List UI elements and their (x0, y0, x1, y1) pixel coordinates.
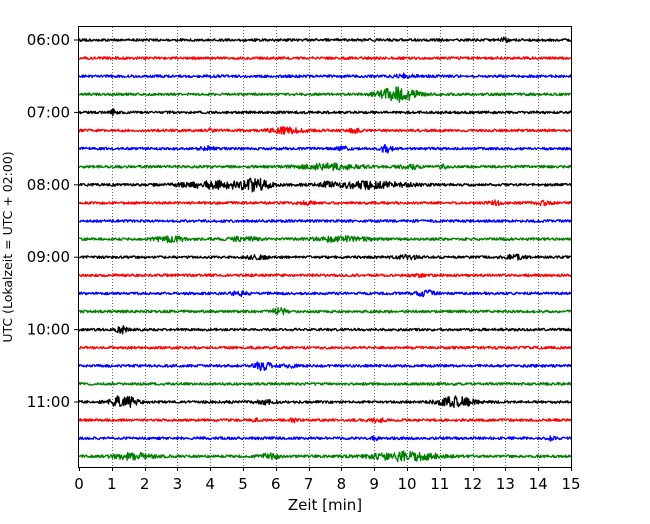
trace-row (78, 345, 572, 350)
y-axis-label: UTC (Lokalzeit = UTC + 02:00) (0, 151, 15, 342)
x-tick-label: 8 (337, 475, 347, 493)
x-axis-ticks: 0 1 2 3 4 5 6 7 8 9 10 11 12 13 14 15 (74, 467, 581, 493)
x-tick-label: 10 (397, 475, 416, 493)
trace-row (78, 177, 572, 193)
trace-row (78, 306, 572, 316)
trace-row (78, 234, 572, 244)
x-tick-label: 15 (561, 475, 580, 493)
y-tick-label: 07:00 (27, 103, 70, 121)
seismogram-traces (78, 36, 572, 463)
trace-row (78, 219, 572, 223)
y-tick-label: 10:00 (27, 321, 70, 339)
x-tick-label: 12 (463, 475, 482, 493)
trace-row (78, 325, 572, 335)
trace-row (78, 272, 572, 279)
y-tick-label: 09:00 (27, 248, 70, 266)
x-tick-label: 6 (271, 475, 281, 493)
trace-row (78, 381, 572, 386)
axes-frame (78, 26, 572, 468)
trace-row (78, 289, 572, 298)
trace-row (78, 36, 572, 43)
y-tick-label: 06:00 (27, 31, 70, 49)
y-tick-label: 08:00 (27, 176, 70, 194)
x-tick-label: 11 (430, 475, 449, 493)
trace-row (78, 72, 572, 79)
x-tick-label: 4 (205, 475, 215, 493)
x-tick-label: 0 (74, 475, 84, 493)
x-tick-label: 3 (173, 475, 183, 493)
trace-row (78, 144, 572, 154)
trace-row (78, 253, 572, 261)
trace-row (78, 56, 572, 61)
gridlines (112, 27, 539, 467)
x-tick-label: 14 (529, 475, 548, 493)
trace-row (78, 86, 572, 103)
trace-row (78, 126, 572, 135)
trace-row (78, 395, 572, 409)
trace-row (78, 199, 572, 207)
trace-row (78, 108, 572, 117)
x-tick-label: 13 (496, 475, 515, 493)
x-tick-label: 1 (107, 475, 117, 493)
y-tick-label: 11:00 (27, 393, 70, 411)
x-tick-label: 5 (238, 475, 248, 493)
trace-row (78, 435, 572, 442)
y-axis-ticks: 06:00 07:00 08:00 09:00 10:00 11:00 (27, 31, 78, 411)
trace-row (78, 417, 572, 424)
trace-row (78, 450, 572, 463)
trace-row (78, 162, 572, 172)
x-tick-label: 9 (369, 475, 379, 493)
x-tick-label: 7 (304, 475, 314, 493)
x-axis-label: Zeit [min] (288, 496, 362, 514)
x-tick-label: 2 (140, 475, 150, 493)
trace-row (78, 361, 572, 372)
